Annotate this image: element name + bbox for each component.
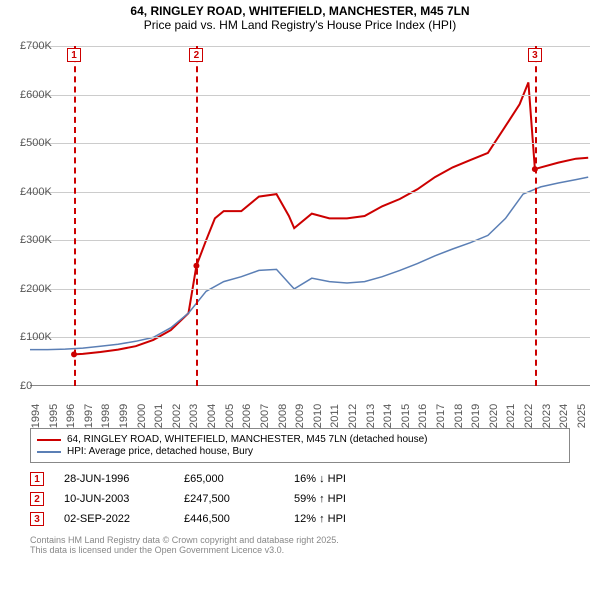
transaction-row: 3 02-SEP-2022 £446,500 12% ↑ HPI: [30, 509, 570, 529]
transaction-price: £446,500: [184, 513, 274, 525]
x-axis-labels: 1994 1995 1996 1997 1998 1999 2000 2001 2002 2003…: [30, 388, 590, 428]
transaction-hpi: 12% ↑ HPI: [294, 513, 384, 525]
transaction-row: 1 28-JUN-1996 £65,000 16% ↓ HPI: [30, 469, 570, 489]
x-axis-label: 2009: [294, 404, 306, 428]
legend-swatch: [37, 451, 61, 453]
x-axis-label: 2021: [505, 404, 517, 428]
x-axis-label: 2024: [558, 404, 570, 428]
x-axis-label: 2011: [329, 404, 341, 428]
marker-label: 1: [67, 48, 81, 62]
x-axis-label: 2020: [488, 404, 500, 428]
x-axis-label: 2004: [206, 404, 218, 428]
series-line: [74, 82, 588, 354]
x-axis-label: 2025: [576, 404, 588, 428]
legend-swatch: [37, 439, 61, 441]
marker-line: [535, 46, 537, 386]
gridline: [30, 337, 590, 338]
y-axis-label: £500K: [20, 137, 52, 149]
x-axis-label: 2013: [365, 404, 377, 428]
transaction-price: £247,500: [184, 493, 274, 505]
chart-container: 64, RINGLEY ROAD, WHITEFIELD, MANCHESTER…: [0, 0, 600, 590]
title-address: 64, RINGLEY ROAD, WHITEFIELD, MANCHESTER…: [0, 4, 600, 18]
gridline: [30, 95, 590, 96]
gridline: [30, 192, 590, 193]
x-axis-label: 2006: [241, 404, 253, 428]
x-axis-label: 1996: [65, 404, 77, 428]
transaction-hpi: 16% ↓ HPI: [294, 473, 384, 485]
transaction-price: £65,000: [184, 473, 274, 485]
gridline: [30, 289, 590, 290]
y-axis-label: £400K: [20, 186, 52, 198]
legend-label: HPI: Average price, detached house, Bury: [67, 446, 253, 457]
legend: 64, RINGLEY ROAD, WHITEFIELD, MANCHESTER…: [30, 428, 570, 463]
marker-label: 3: [528, 48, 542, 62]
gridline: [30, 143, 590, 144]
x-axis-label: 2012: [347, 404, 359, 428]
footer-line: Contains HM Land Registry data © Crown c…: [30, 535, 570, 545]
x-axis-label: 2019: [470, 404, 482, 428]
x-axis-label: 1999: [118, 404, 130, 428]
y-axis-label: £700K: [20, 40, 52, 52]
footer-line: This data is licensed under the Open Gov…: [30, 545, 570, 555]
x-axis-label: 2017: [435, 404, 447, 428]
gridline: [30, 240, 590, 241]
y-axis-label: £600K: [20, 89, 52, 101]
plot-region: £0£100K£200K£300K£400K£500K£600K£700K: [30, 46, 590, 386]
marker-line: [74, 46, 76, 386]
transaction-marker: 3: [30, 512, 44, 526]
x-axis-label: 2005: [224, 404, 236, 428]
transaction-table: 1 28-JUN-1996 £65,000 16% ↓ HPI 2 10-JUN-2003…: [30, 469, 570, 529]
x-axis-label: 2007: [259, 404, 271, 428]
y-axis-label: £200K: [20, 283, 52, 295]
x-axis-label: 1997: [83, 404, 95, 428]
x-axis-label: 2010: [312, 404, 324, 428]
x-axis-label: 2018: [453, 404, 465, 428]
x-axis-label: 2001: [153, 404, 165, 428]
x-axis-label: 2022: [523, 404, 535, 428]
x-axis-label: 2023: [541, 404, 553, 428]
y-axis-label: £300K: [20, 234, 52, 246]
transaction-date: 02-SEP-2022: [64, 513, 164, 525]
chart-lines: [30, 46, 590, 386]
title-subtitle: Price paid vs. HM Land Registry's House …: [0, 18, 600, 32]
x-axis-label: 2000: [136, 404, 148, 428]
x-axis-label: 2002: [171, 404, 183, 428]
x-axis-label: 1995: [48, 404, 60, 428]
x-axis-label: 2008: [277, 404, 289, 428]
transaction-marker: 2: [30, 492, 44, 506]
marker-label: 2: [189, 48, 203, 62]
chart-area: £0£100K£200K£300K£400K£500K£600K£700K 19…: [0, 36, 600, 426]
transaction-hpi: 59% ↑ HPI: [294, 493, 384, 505]
transaction-row: 2 10-JUN-2003 £247,500 59% ↑ HPI: [30, 489, 570, 509]
marker-line: [196, 46, 198, 386]
legend-item: 64, RINGLEY ROAD, WHITEFIELD, MANCHESTER…: [37, 434, 563, 445]
y-axis-label: £100K: [20, 331, 52, 343]
title-block: 64, RINGLEY ROAD, WHITEFIELD, MANCHESTER…: [0, 0, 600, 36]
x-axis-label: 1998: [100, 404, 112, 428]
x-axis-label: 2014: [382, 404, 394, 428]
transaction-date: 28-JUN-1996: [64, 473, 164, 485]
x-axis-label: 2016: [417, 404, 429, 428]
transaction-date: 10-JUN-2003: [64, 493, 164, 505]
gridline: [30, 46, 590, 47]
x-axis-label: 1994: [30, 404, 42, 428]
footer-attribution: Contains HM Land Registry data © Crown c…: [30, 535, 570, 555]
legend-item: HPI: Average price, detached house, Bury: [37, 446, 563, 457]
x-axis-label: 2015: [400, 404, 412, 428]
legend-label: 64, RINGLEY ROAD, WHITEFIELD, MANCHESTER…: [67, 434, 428, 445]
series-line: [30, 177, 588, 350]
transaction-marker: 1: [30, 472, 44, 486]
x-axis-label: 2003: [188, 404, 200, 428]
